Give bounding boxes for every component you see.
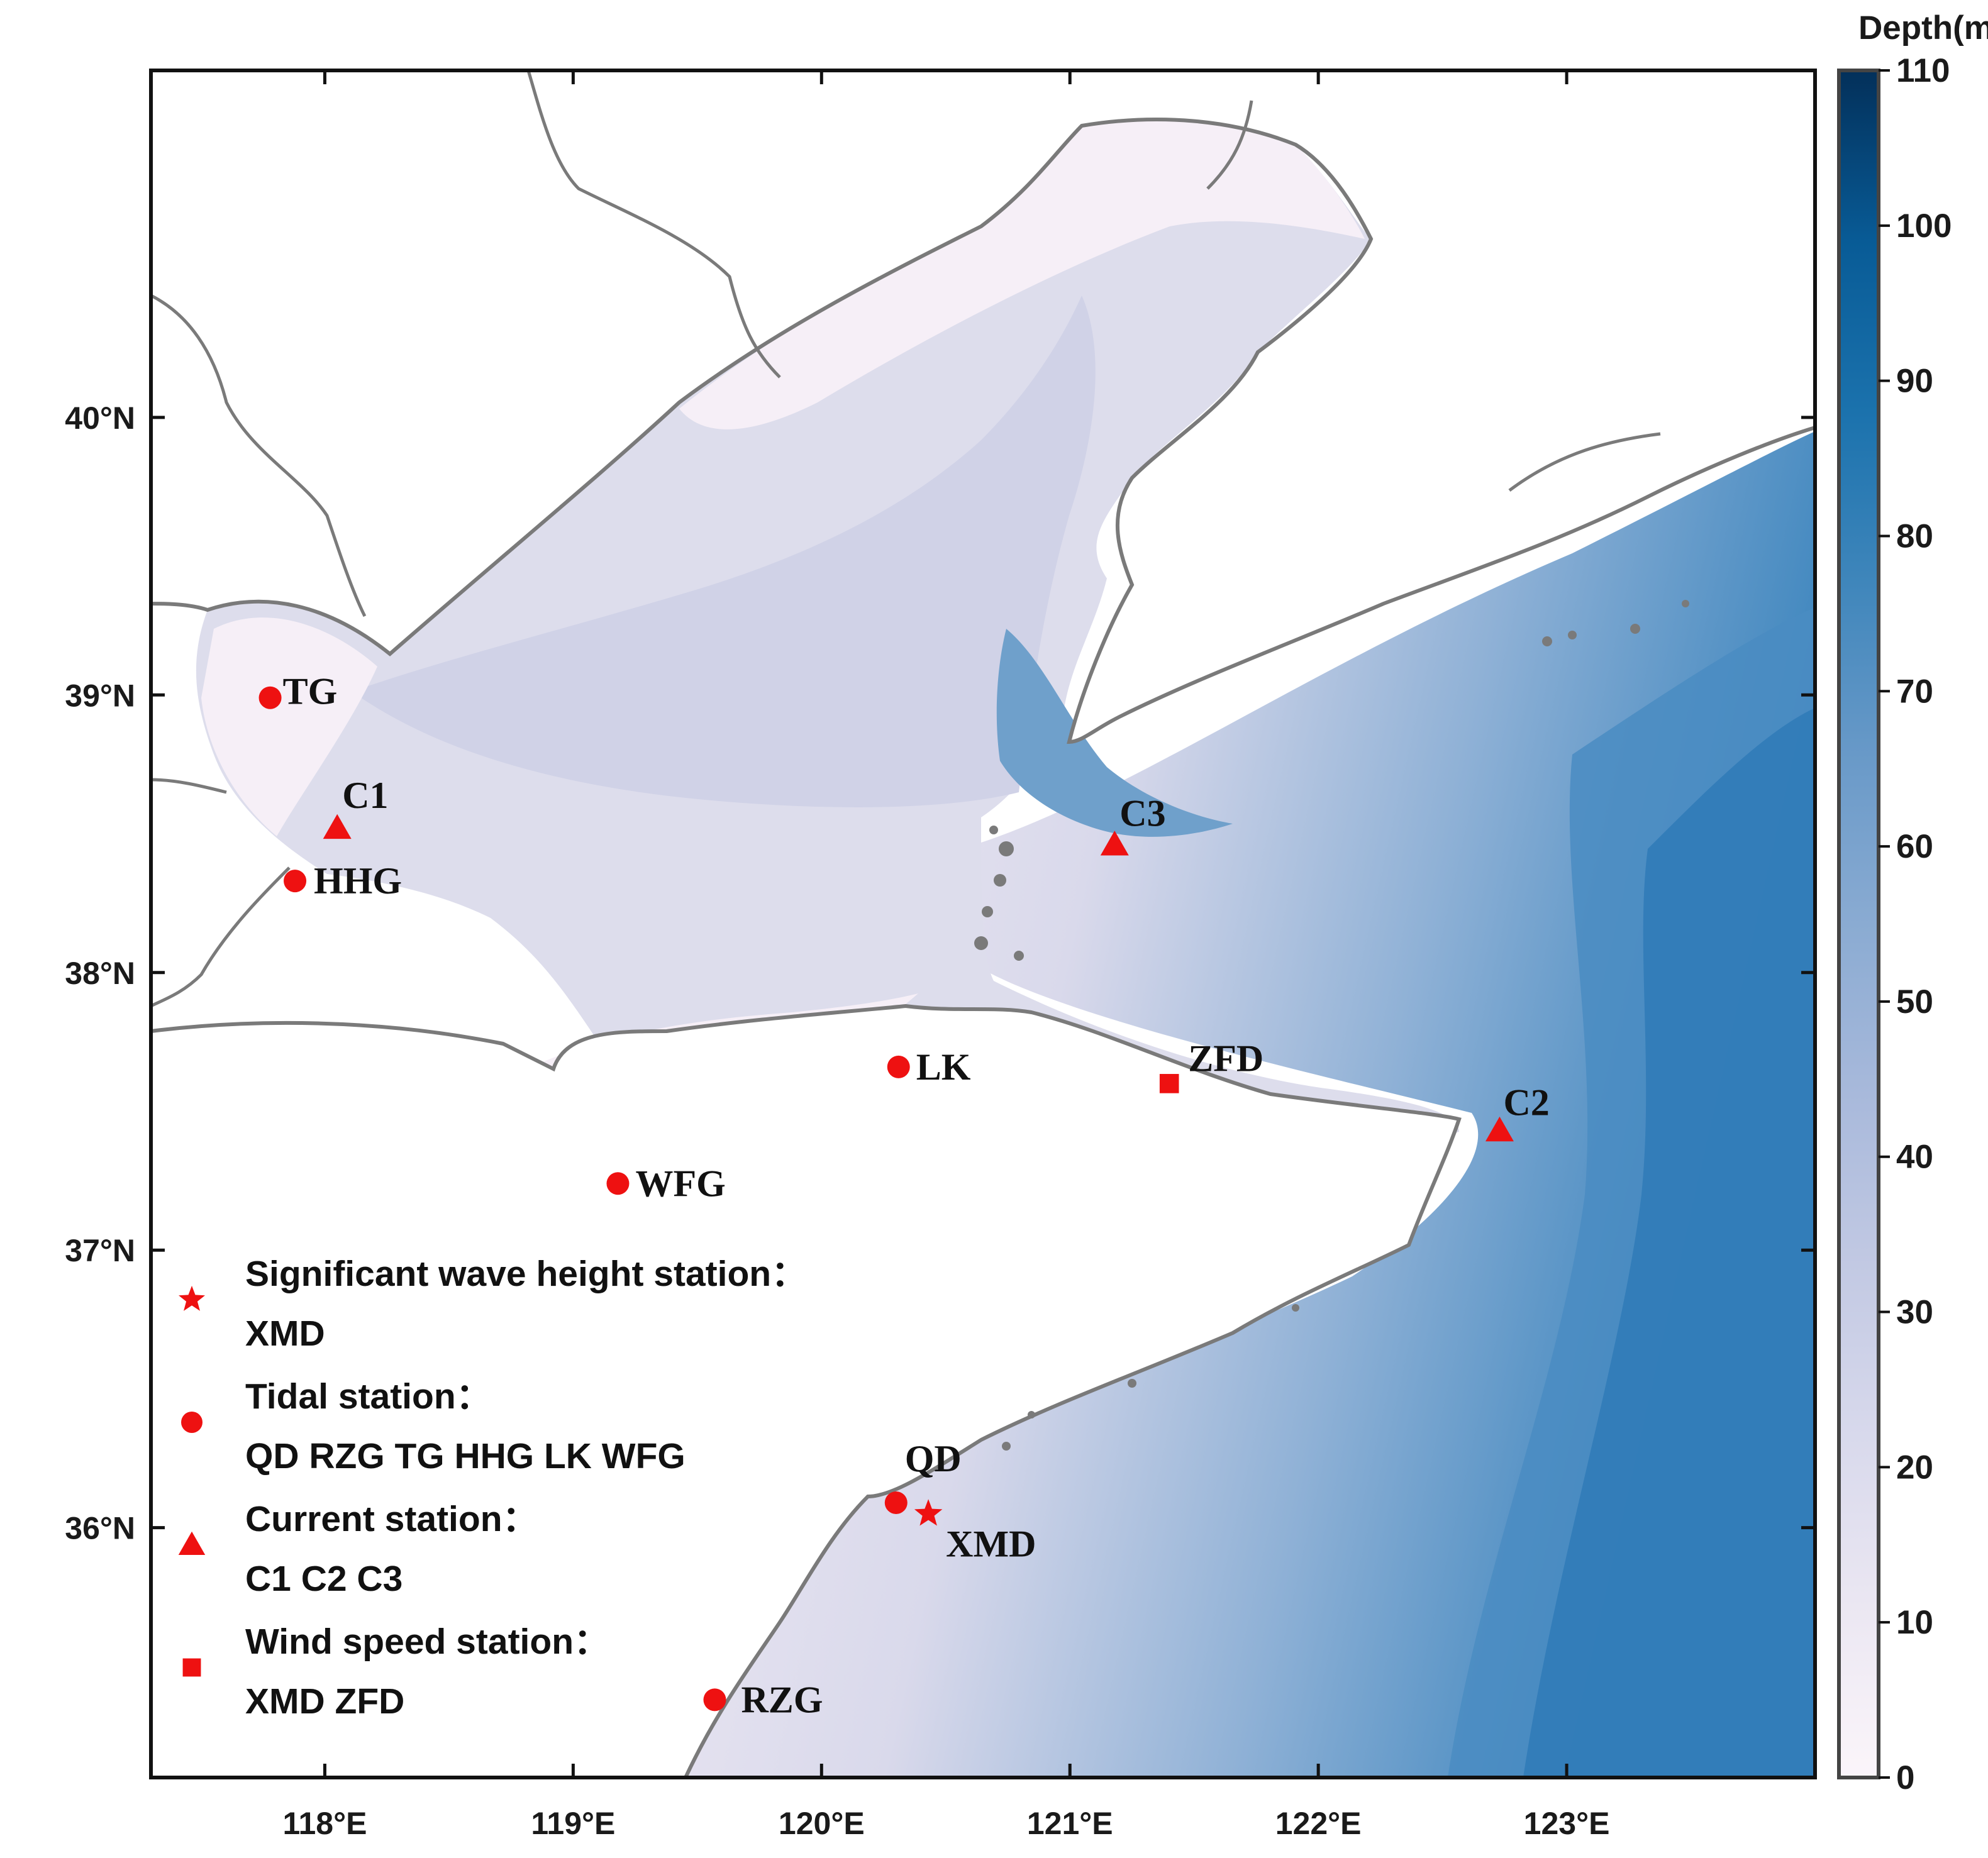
x-tick-label: 122°E: [1275, 1806, 1362, 1841]
station-label: WFG: [635, 1163, 725, 1204]
station-hhg: HHG: [284, 860, 402, 902]
station-label: ZFD: [1188, 1037, 1263, 1079]
y-tick-label: 37°N: [65, 1233, 135, 1268]
liaoning-land: [151, 70, 1815, 744]
province-border: [526, 70, 781, 379]
station-label: LK: [916, 1046, 971, 1088]
legend-title: Significant wave height station：: [245, 1254, 807, 1294]
colorbar-tick-label: 100: [1896, 207, 1952, 245]
x-tick-label: 123°E: [1524, 1806, 1610, 1841]
shandong-land: [151, 1004, 1462, 1778]
colorbar-title: Depth(m): [1858, 9, 1988, 47]
legend-entry: Tidal station： QD RZG TG HHG LK WFG: [181, 1376, 686, 1476]
circle-marker-icon: [703, 1688, 726, 1711]
province-border: [1508, 432, 1661, 492]
x-tick-label: 120°E: [779, 1806, 865, 1841]
station-c2: C2: [1485, 1081, 1550, 1142]
circle-marker-icon: [181, 1412, 203, 1433]
station-label: TG: [283, 671, 338, 712]
map-frame: [149, 69, 1817, 1779]
x-tick-label: 121°E: [1027, 1806, 1113, 1841]
station-label: QD: [905, 1438, 962, 1479]
x-tick-label: 118°E: [282, 1806, 367, 1841]
nearshore-fringe-west: [201, 617, 377, 836]
colorbar-tick-label: 30: [1896, 1294, 1933, 1331]
station-lk: LK: [887, 1046, 971, 1088]
bohai-central: [352, 296, 1096, 807]
province-border: [151, 778, 227, 794]
square-marker-icon: [1159, 1074, 1179, 1093]
station-label: RZG: [741, 1679, 823, 1720]
circle-marker-icon: [284, 870, 307, 893]
y-tick-label: 36°N: [65, 1511, 135, 1546]
legend-entry: Significant wave height station： XMD: [179, 1254, 807, 1354]
station-wfg: WFG: [606, 1163, 726, 1204]
station-label: C1: [342, 775, 388, 816]
station-zfd: ZFD: [1159, 1037, 1263, 1093]
legend-title: Current station：: [245, 1499, 538, 1539]
colorbar-tick-label: 70: [1896, 673, 1933, 710]
x-tick-label: 119°E: [531, 1806, 615, 1841]
legend-station-list: C1 C2 C3: [245, 1559, 403, 1599]
yellow-sea: [611, 431, 1815, 1778]
longitude-axis: 118°E 119°E 120°E 121°E 122°E 123°E: [282, 70, 1609, 1841]
legend-station-list: QD RZG TG HHG LK WFG: [245, 1436, 686, 1476]
station-c3: C3: [1100, 793, 1166, 856]
circle-marker-icon: [258, 686, 282, 709]
province-border: [151, 294, 367, 617]
colorbar-ramp: [1837, 69, 1880, 1779]
station-label: HHG: [314, 860, 402, 902]
circle-marker-icon: [884, 1491, 908, 1514]
province-border: [151, 866, 291, 1008]
legend-title: Tidal station：: [245, 1376, 492, 1417]
colorbar-tick-label: 0: [1896, 1759, 1914, 1796]
station-xmd: XMD: [914, 1499, 1036, 1565]
deep-core: [1523, 707, 1815, 1778]
depth-colorbar: Depth(m) 0 10 20 30 40 50 60 70 80 90 100 110: [1837, 9, 1988, 1796]
legend-entry: Wind speed station： XMD ZFD: [182, 1622, 609, 1722]
colorbar-tick-label: 110: [1896, 52, 1950, 89]
miaodao-islands: [974, 826, 1024, 961]
legend-station-list: XMD: [245, 1313, 325, 1354]
triangle-marker-icon: [1485, 1116, 1514, 1142]
star-marker-icon: [914, 1499, 943, 1526]
station-c1: C1: [323, 775, 389, 839]
latitude-axis: 36°N 37°N 38°N 39°N 40°N: [65, 401, 1815, 1546]
station-label: C3: [1119, 793, 1165, 834]
y-tick-label: 40°N: [65, 401, 135, 436]
legend-title: Wind speed station：: [245, 1622, 609, 1662]
nearshore-fringe-north: [679, 119, 1365, 429]
station-label: XMD: [946, 1523, 1036, 1565]
y-tick-label: 38°N: [65, 956, 135, 991]
square-marker-icon: [182, 1658, 201, 1677]
y-tick-label: 39°N: [65, 678, 135, 713]
colorbar-ticks: 0 10 20 30 40 50 60 70 80 90 100 110: [1879, 52, 1952, 1796]
station-label: C2: [1503, 1081, 1549, 1123]
triangle-marker-icon: [178, 1531, 206, 1555]
legend-station-list: XMD ZFD: [245, 1681, 404, 1722]
colorbar-tick-label: 50: [1896, 983, 1933, 1020]
station-markers: TG C1 HHG C3 LK ZFD C2 WFG QD XMD RZG: [258, 671, 1550, 1720]
triangle-marker-icon: [1100, 831, 1129, 856]
colorbar-tick-label: 40: [1896, 1139, 1933, 1176]
legend: Significant wave height station： XMD Tidal…: [178, 1254, 807, 1722]
colorbar-tick-label: 10: [1896, 1604, 1933, 1641]
colorbar-tick-label: 80: [1896, 517, 1933, 555]
star-marker-icon: [179, 1285, 205, 1311]
province-border: [1206, 100, 1253, 190]
colorbar-tick-label: 90: [1896, 363, 1933, 400]
colorbar-tick-label: 60: [1896, 828, 1933, 865]
coastal-islets: [1002, 600, 1689, 1451]
legend-entry: Current station： C1 C2 C3: [178, 1499, 538, 1599]
map-area: [151, 70, 1815, 1778]
circle-marker-icon: [606, 1172, 630, 1195]
station-tg: TG: [258, 671, 338, 712]
circle-marker-icon: [887, 1055, 910, 1078]
triangle-marker-icon: [323, 814, 352, 839]
station-rzg: RZG: [703, 1679, 823, 1720]
station-qd: QD: [884, 1438, 962, 1514]
bohai-strait-channel: [996, 629, 1233, 837]
colorbar-tick-label: 20: [1896, 1449, 1933, 1486]
